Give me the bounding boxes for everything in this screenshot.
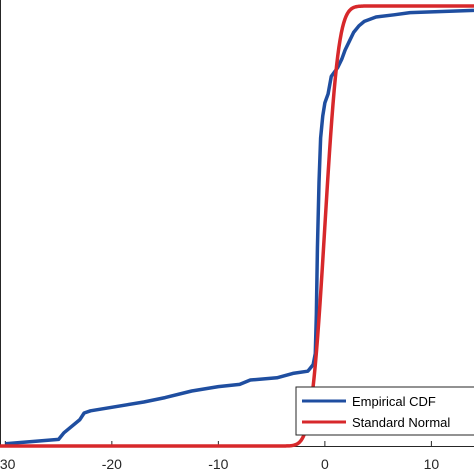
legend-box — [295, 386, 474, 436]
legend: Empirical CDF Standard Normal — [295, 386, 474, 436]
x-tick-label: 10 — [424, 456, 440, 472]
series-line-standard-normal — [0, 4, 474, 448]
series-line-empirical-cdf — [5, 8, 474, 446]
x-tick-label: -20 — [102, 456, 122, 472]
x-tick-label: 0 — [321, 456, 329, 472]
legend-label-empirical: Empirical CDF — [352, 394, 436, 409]
legend-label-normal: Standard Normal — [352, 415, 450, 430]
x-axis-ticks: -30 -20 -10 0 10 — [0, 441, 439, 472]
x-tick-label: -10 — [208, 456, 228, 472]
x-tick-label: -30 — [0, 456, 16, 472]
series-layer — [0, 4, 474, 448]
